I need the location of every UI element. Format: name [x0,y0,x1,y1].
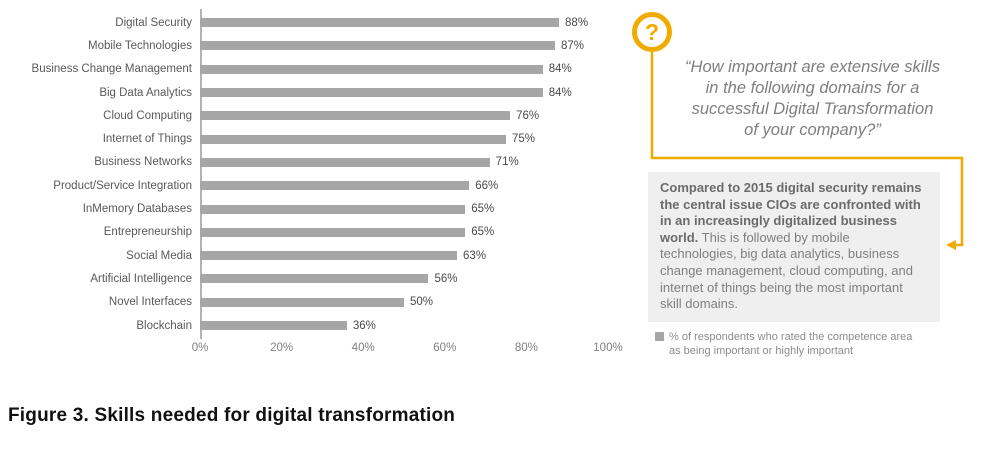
insight-regular-text: This is followed by mobile technologies,… [660,229,913,312]
legend-label: % of respondents who rated the competenc… [669,331,913,357]
bar-row: Internet of Things 75% [0,127,620,150]
bar-track: 84% [200,87,620,99]
figure-caption: Figure 3. Skills needed for digital tran… [8,405,456,426]
category-label: Social Media [126,249,192,262]
category-label: Internet of Things [102,133,192,146]
bar-track: 76% [200,110,620,122]
legend-marker-icon [655,332,664,341]
x-tick-label: 0% [191,342,209,354]
bar-row: InMemory Databases 65% [0,197,620,220]
bar-track: 65% [200,226,620,238]
value-label: 71% [495,156,519,169]
bar-row: Artificial Intelligence 56% [0,267,620,290]
category-label: Cloud Computing [103,109,192,122]
category-label: Digital Security [115,16,192,29]
bar-row: Mobile Technologies 87% [0,34,620,57]
bar-track: 50% [200,296,620,308]
category-label: Big Data Analytics [99,86,192,99]
bar [200,297,404,307]
category-label: Mobile Technologies [88,39,192,52]
bar-row: Business Networks 71% [0,151,620,174]
bar [200,111,511,121]
bar-track: 71% [200,156,620,168]
category-label: Blockchain [136,319,192,332]
category-label: Novel Interfaces [108,296,192,309]
value-label: 65% [471,226,495,239]
bar-track: 66% [200,180,620,192]
value-label: 50% [410,296,434,309]
bar-row: Digital Security 88% [0,11,620,34]
bar [200,181,470,191]
value-label: 56% [434,272,458,285]
value-label: 84% [548,63,572,76]
value-label: 84% [548,86,572,99]
value-label: 65% [471,203,495,216]
value-label: 36% [352,319,376,332]
bar-row: Blockchain 36% [0,314,620,337]
bar [200,134,506,144]
bar [200,227,466,237]
bar [200,88,543,98]
question-mark-icon: ? [632,12,672,52]
category-label: Entrepreneurship [103,226,192,239]
chart-legend: % of respondents who rated the competenc… [655,330,925,358]
x-tick-label: 80% [514,342,538,354]
bar [200,321,347,330]
bar-rows: Digital Security 88% Mobile Technologies 87… [0,11,620,337]
bar-row: Entrepreneurship 65% [0,221,620,244]
value-label: 66% [475,179,499,192]
survey-question-quote: “How important are extensive skills in t… [685,58,940,140]
bar-track: 65% [200,203,620,215]
bar-row: Big Data Analytics 84% [0,81,620,104]
bar-row: Product/Service Integration 66% [0,174,620,197]
x-tick-label: 60% [433,342,457,354]
bar [200,157,490,167]
bar-track: 75% [200,133,620,145]
x-axis-ticks: 0% 20% 40% 60% 80% 100% [0,342,623,358]
bar-track: 63% [200,250,620,262]
category-label: Business Networks [94,156,192,169]
bar-track: 87% [200,40,620,52]
value-label: 75% [512,133,536,146]
bar-row: Novel Interfaces 50% [0,291,620,314]
x-tick-label: 100% [593,342,623,354]
category-label: InMemory Databases [82,203,192,216]
category-label: Product/Service Integration [53,179,192,192]
bar-row: Social Media 63% [0,244,620,267]
bar-track: 84% [200,63,620,75]
bar-track: 56% [200,273,620,285]
value-label: 88% [565,16,589,29]
insight-bold-text: Compared to 2015 digital security remain… [660,180,922,245]
bar-chart: Digital Security 88% Mobile Technologies 87… [0,9,623,358]
value-label: 76% [516,109,540,122]
bar-row: Cloud Computing 76% [0,104,620,127]
y-axis-line [200,9,202,339]
bar [200,204,466,214]
value-label: 87% [560,39,584,52]
x-tick-label: 40% [351,342,375,354]
bar [200,251,458,261]
category-label: Artificial Intelligence [90,272,192,285]
bar [200,41,555,51]
category-label: Business Change Management [31,63,192,76]
bar [200,274,429,284]
insight-box: Compared to 2015 digital security remain… [648,172,940,322]
x-tick-label: 20% [270,342,294,354]
bar [200,18,560,28]
bar-track: 36% [200,320,620,332]
bar-row: Business Change Management 84% [0,58,620,81]
bar [200,64,543,74]
value-label: 63% [463,249,487,262]
bar-track: 88% [200,17,620,29]
